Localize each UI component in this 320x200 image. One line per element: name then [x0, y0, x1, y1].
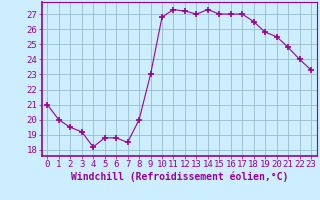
X-axis label: Windchill (Refroidissement éolien,°C): Windchill (Refroidissement éolien,°C) [70, 172, 288, 182]
